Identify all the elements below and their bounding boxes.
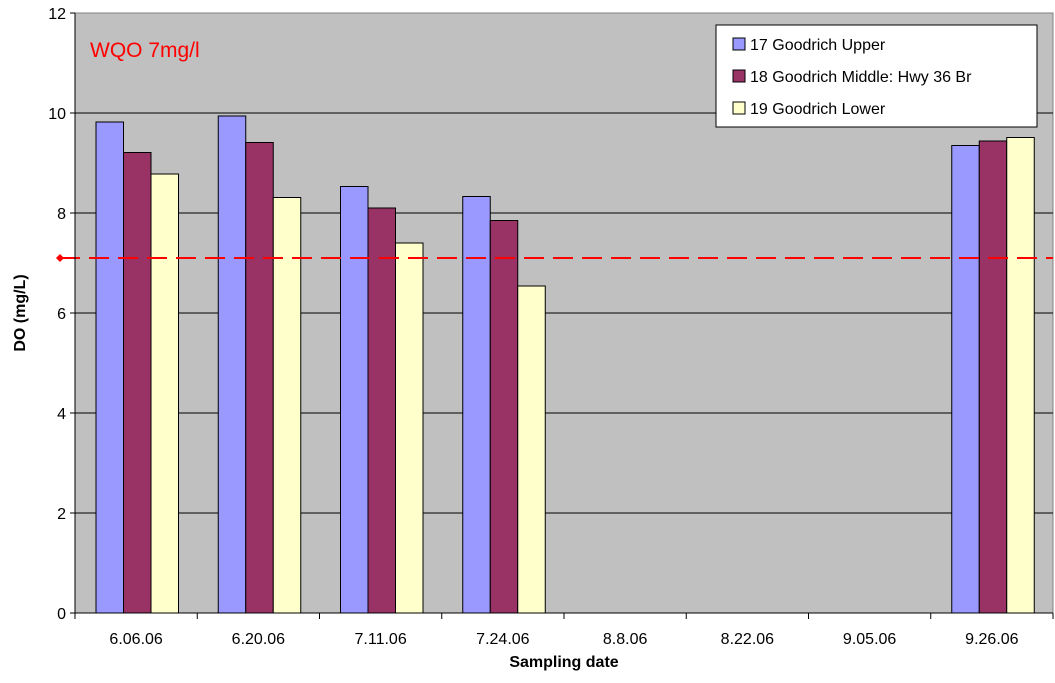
bar-2-6.06.06: [123, 152, 152, 614]
bar-1-7.24.06: [462, 196, 491, 614]
x-tick-label: 9.26.06: [965, 631, 1018, 648]
x-tick-label: 7.11.06: [355, 631, 407, 648]
y-tick-label: 6: [57, 306, 66, 323]
legend-swatch: [732, 101, 746, 115]
y-tick-labels: 0 2 4 6 8 10 12: [48, 6, 66, 623]
y-tick-label: 10: [48, 106, 66, 123]
x-tick-label: 6.20.06: [232, 631, 285, 648]
bars: [95, 115, 1035, 614]
y-tick-label: 2: [57, 506, 66, 523]
legend-label: 19 Goodrich Lower: [750, 101, 886, 118]
reference-line-marker: [56, 254, 64, 262]
bar-2-6.20.06: [245, 142, 274, 614]
y-tick-label: 4: [57, 406, 66, 423]
bar-2-9.26.06: [978, 140, 1008, 614]
bar-3-9.26.06: [1006, 137, 1035, 614]
legend-swatch: [732, 37, 746, 51]
axes: [70, 12, 1054, 619]
x-tick-label: 6.06.06: [109, 631, 162, 648]
x-tick-label: 8.22.06: [721, 631, 774, 648]
y-axis-title: DO (mg/L): [12, 274, 29, 351]
bar-2-7.11.06: [367, 207, 396, 614]
bar-3-6.06.06: [150, 173, 179, 614]
bar-1-9.26.06: [951, 145, 980, 614]
legend-box: [715, 24, 1038, 128]
x-tick-label: 9.05.06: [843, 631, 896, 648]
legend-swatch: [732, 69, 746, 83]
y-tick-label: 0: [57, 606, 66, 623]
legend: 17 Goodrich Upper 18 Goodrich Middle: Hwy…: [715, 24, 1038, 128]
y-tick-label: 12: [48, 6, 66, 23]
bar-1-6.20.06: [217, 115, 247, 614]
x-tick-label: 7.24.06: [476, 631, 529, 648]
legend-label: 17 Goodrich Upper: [750, 37, 886, 54]
bar-3-7.24.06: [517, 285, 546, 614]
x-axis-title: Sampling date: [509, 654, 618, 671]
legend-label: 18 Goodrich Middle: Hwy 36 Br: [750, 69, 972, 86]
x-tick-labels: 6.06.06 6.20.06 7.11.06 7.24.06 8.8.06 8.22.0…: [109, 631, 1018, 648]
bar-3-6.20.06: [272, 197, 302, 614]
x-tick-label: 8.8.06: [603, 631, 648, 648]
bar-2-7.24.06: [489, 220, 519, 614]
y-tick-label: 8: [57, 206, 66, 223]
bar-1-6.06.06: [95, 121, 124, 614]
annotation-wqo: WQO 7mg/l: [90, 39, 200, 62]
bar-3-7.11.06: [395, 242, 424, 614]
bar-1-7.11.06: [340, 186, 369, 614]
